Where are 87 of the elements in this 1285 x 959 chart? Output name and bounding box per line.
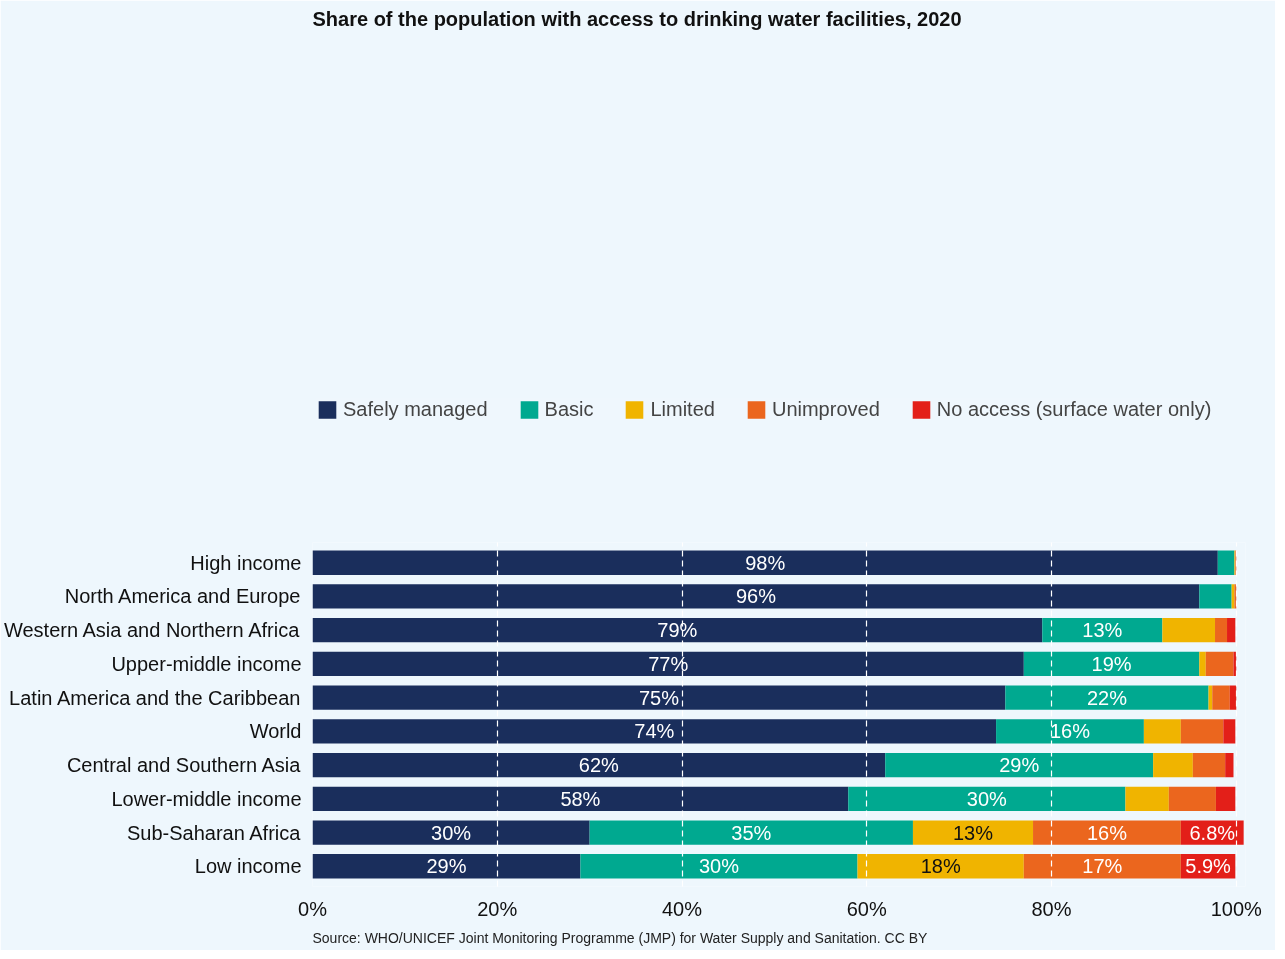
- bar: [312, 820, 590, 845]
- bar: [1215, 618, 1228, 643]
- legend-label: Limited: [650, 397, 715, 421]
- bar: [1153, 752, 1193, 778]
- bar: [312, 854, 581, 879]
- bar: [580, 854, 858, 879]
- data-label: 6.8%: [1189, 821, 1236, 844]
- y-tick-label: Low income: [194, 855, 302, 878]
- bar: [1125, 786, 1169, 811]
- bar: [848, 786, 1126, 811]
- data-label: 29%: [426, 855, 467, 878]
- data-label: 35%: [731, 821, 772, 844]
- data-label: 30%: [966, 787, 1008, 810]
- x-tick-label: 40%: [661, 897, 703, 920]
- bar: [1229, 685, 1237, 710]
- y-tick-label: Western Asia and Northern Africa: [3, 619, 301, 642]
- legend-label: Unimproved: [771, 397, 880, 421]
- data-label: 22%: [1086, 686, 1128, 709]
- y-tick-label: Sub-Saharan Africa: [126, 821, 302, 844]
- bar: [312, 651, 1024, 677]
- data-label: 13%: [1082, 619, 1123, 642]
- bar: [589, 820, 913, 845]
- bar: [1205, 651, 1234, 677]
- y-tick-label: Lower-middle income: [111, 787, 302, 810]
- bar: [1023, 854, 1181, 879]
- y-tick-label: World: [249, 720, 302, 743]
- legend-label: Basic: [544, 397, 594, 421]
- x-tick-label: 100%: [1210, 897, 1263, 920]
- bar: [885, 752, 1154, 778]
- bar: [857, 854, 1024, 879]
- x-tick-label: 80%: [1031, 897, 1072, 920]
- bar: [1162, 618, 1216, 643]
- x-tick-label: 20%: [477, 897, 518, 920]
- bar: [1233, 651, 1237, 677]
- bar: [1023, 651, 1200, 677]
- bar: [1005, 685, 1209, 710]
- data-label: 19%: [1091, 652, 1132, 675]
- bar: [1215, 786, 1236, 811]
- data-label: 17%: [1082, 855, 1123, 878]
- bar: [312, 685, 1006, 710]
- y-tick-label: Upper-middle income: [111, 652, 302, 675]
- bar: [1143, 719, 1181, 744]
- data-label: 96%: [735, 585, 777, 608]
- bar: [1033, 820, 1181, 845]
- bar: [1227, 618, 1236, 643]
- bar: [912, 820, 1034, 845]
- data-label: 98%: [745, 551, 786, 574]
- bar: [1192, 752, 1226, 778]
- bar: [1223, 719, 1236, 744]
- bar: [312, 719, 997, 744]
- chart-title: Share of the population with access to drinking water facilities, 2020: [312, 7, 962, 30]
- y-tick-label: Central and Southern Asia: [66, 754, 302, 777]
- bar: [1199, 651, 1206, 677]
- data-label: 29%: [999, 754, 1040, 777]
- bar: [1225, 752, 1234, 778]
- legend-label: No access (surface water only): [936, 397, 1212, 421]
- bar: [996, 719, 1144, 744]
- data-label: 75%: [638, 686, 680, 709]
- y-tick-label: High income: [190, 551, 302, 574]
- data-label: 58%: [560, 787, 601, 810]
- bar: [1217, 550, 1235, 575]
- data-label: 30%: [698, 855, 740, 878]
- bar: [1168, 786, 1216, 811]
- bar: [1180, 719, 1224, 744]
- data-label: 77%: [648, 652, 689, 675]
- bar: [312, 550, 1218, 575]
- y-tick-label: Latin America and the Caribbean: [9, 686, 301, 709]
- x-tick-label: 0%: [298, 897, 328, 920]
- bar: [1199, 584, 1232, 609]
- y-tick-label: North America and Europe: [64, 585, 301, 608]
- data-label: 16%: [1049, 720, 1091, 743]
- source-note: Source: WHO/UNICEF Joint Monitoring Programme (JMP) for Water Supply and Sanitation. CC BY: [312, 929, 929, 946]
- data-label: 30%: [431, 821, 472, 844]
- data-label: 5.9%: [1185, 855, 1232, 878]
- legend-label: Safely managed: [343, 397, 488, 421]
- data-label: 16%: [1086, 821, 1128, 844]
- data-label: 13%: [952, 821, 994, 844]
- x-tick-label: 60%: [846, 897, 887, 920]
- bar: [312, 584, 1200, 609]
- data-label: 18%: [920, 855, 961, 878]
- bar: [312, 752, 886, 778]
- bar: [1212, 685, 1230, 710]
- data-label: 79%: [657, 619, 698, 642]
- data-label: 62%: [578, 754, 620, 777]
- bar: [312, 618, 1043, 643]
- bar: [312, 786, 849, 811]
- data-label: 74%: [634, 720, 675, 743]
